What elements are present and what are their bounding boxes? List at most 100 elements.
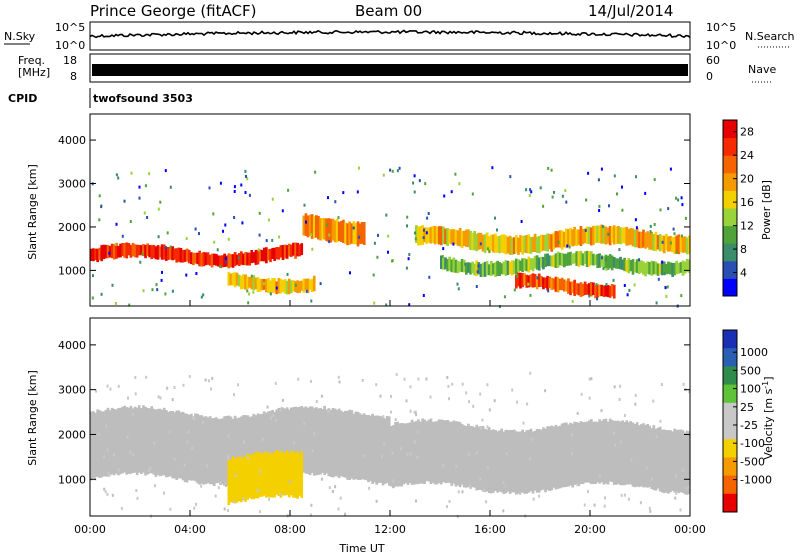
echo-cell xyxy=(579,282,583,297)
speckle-cell xyxy=(392,479,395,483)
echo-cell xyxy=(571,253,574,264)
echo-cell xyxy=(265,412,268,478)
echo-cell xyxy=(298,454,301,496)
echo-cell xyxy=(683,432,687,495)
speckle-cell xyxy=(616,192,618,196)
power-colorbar-swatch xyxy=(723,190,737,209)
echo-cell xyxy=(519,235,522,253)
echo-cell xyxy=(540,234,543,252)
echo-cell xyxy=(244,456,247,502)
speckle-cell xyxy=(582,459,585,463)
echo-cell xyxy=(352,221,356,245)
echo-cell xyxy=(244,274,247,290)
echo-cell xyxy=(602,419,606,485)
echo-cell xyxy=(569,227,572,246)
speckle-cell xyxy=(233,393,235,397)
echo-cell xyxy=(565,422,568,487)
echo-cell xyxy=(231,272,235,286)
echo-cell xyxy=(625,226,629,246)
echo-cell xyxy=(635,422,639,487)
echo-cell xyxy=(179,248,183,263)
echo-cell xyxy=(573,279,576,296)
speckle-cell xyxy=(214,494,217,498)
echo-cell xyxy=(467,262,470,273)
echo-cell xyxy=(348,221,351,245)
speckle-cell xyxy=(296,418,299,422)
echo-cell xyxy=(533,274,537,288)
speckle-cell xyxy=(475,451,478,455)
echo-cell xyxy=(246,453,249,500)
speckle-cell xyxy=(171,289,174,293)
speckle-cell xyxy=(303,203,306,207)
speckle-cell xyxy=(407,257,410,261)
speckle-cell xyxy=(417,377,420,381)
echo-cell xyxy=(537,429,541,493)
speckle-cell xyxy=(311,449,314,453)
speckle-cell xyxy=(587,171,590,175)
power-colorbar-tick: 12 xyxy=(740,220,754,233)
speckle-cell xyxy=(422,236,425,240)
echo-cell xyxy=(308,214,312,236)
echo-cell xyxy=(335,409,339,477)
speckle-cell xyxy=(398,423,401,427)
echo-cell xyxy=(544,277,547,288)
echo-cell xyxy=(317,216,320,240)
speckle-cell xyxy=(185,237,188,241)
ytick-label: 3000 xyxy=(58,178,86,191)
echo-cell xyxy=(590,227,593,246)
echo-cell xyxy=(285,407,289,478)
echo-cell xyxy=(460,259,464,273)
echo-cell xyxy=(623,257,626,272)
speckle-cell xyxy=(621,185,623,189)
echo-cell xyxy=(473,231,476,251)
echo-cell xyxy=(525,430,529,494)
speckle-cell xyxy=(171,398,174,402)
echo-cell xyxy=(325,409,329,474)
speckle-cell xyxy=(224,223,227,227)
echo-cell xyxy=(265,451,268,498)
echo-cell xyxy=(500,234,504,253)
speckle-cell xyxy=(416,455,419,459)
nsky-tick-bottom: 10^0 xyxy=(55,39,85,52)
speckle-cell xyxy=(108,251,111,255)
echo-cell xyxy=(135,407,139,476)
echo-cell xyxy=(460,231,464,249)
echo-cell xyxy=(90,248,93,261)
speckle-cell xyxy=(391,169,394,173)
echo-cell xyxy=(517,259,520,272)
velocity-colorbar-tick: -25 xyxy=(740,419,758,432)
echo-cell xyxy=(165,246,168,261)
speckle-cell xyxy=(587,490,589,494)
speckle-cell xyxy=(657,277,660,281)
echo-cell xyxy=(675,429,679,492)
echo-cell xyxy=(648,262,651,275)
speckle-cell xyxy=(233,190,236,193)
echo-cell xyxy=(515,235,518,253)
echo-cell xyxy=(498,235,501,254)
speckle-cell xyxy=(457,490,460,494)
echo-cell xyxy=(329,409,333,477)
speckle-cell xyxy=(168,430,171,434)
speckle-cell xyxy=(327,409,330,413)
echo-cell xyxy=(598,225,601,243)
speckle-cell xyxy=(222,229,224,233)
echo-cell xyxy=(90,411,93,481)
speckle-cell xyxy=(479,242,482,246)
speckle-cell xyxy=(448,500,451,503)
speckle-cell xyxy=(406,224,408,228)
echo-cell xyxy=(233,272,237,288)
speckle-cell xyxy=(597,178,600,182)
echo-cell xyxy=(523,258,526,271)
echo-cell xyxy=(352,413,356,480)
power-colorbar-tick: 4 xyxy=(740,267,747,280)
echo-cell xyxy=(642,261,645,275)
echo-cell xyxy=(206,252,210,265)
echo-cell xyxy=(598,419,601,484)
echo-cell xyxy=(250,416,254,481)
echo-cell xyxy=(454,421,458,487)
power-colorbar-swatch xyxy=(723,225,737,244)
echo-cell xyxy=(529,274,533,287)
echo-cell xyxy=(671,262,674,277)
echo-cell xyxy=(221,255,224,268)
